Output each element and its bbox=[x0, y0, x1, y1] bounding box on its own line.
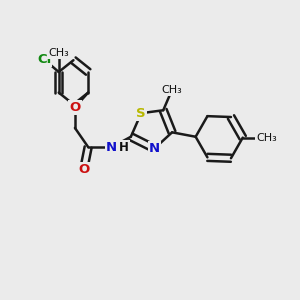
Text: N: N bbox=[149, 142, 160, 155]
Text: O: O bbox=[69, 101, 80, 114]
Text: CH₃: CH₃ bbox=[256, 133, 277, 142]
Text: Cl: Cl bbox=[37, 53, 51, 66]
Text: CH₃: CH₃ bbox=[48, 48, 69, 58]
Text: H: H bbox=[119, 141, 129, 154]
Text: O: O bbox=[78, 163, 89, 176]
Text: CH₃: CH₃ bbox=[162, 85, 182, 94]
Text: N: N bbox=[106, 141, 117, 154]
Text: S: S bbox=[136, 107, 146, 120]
